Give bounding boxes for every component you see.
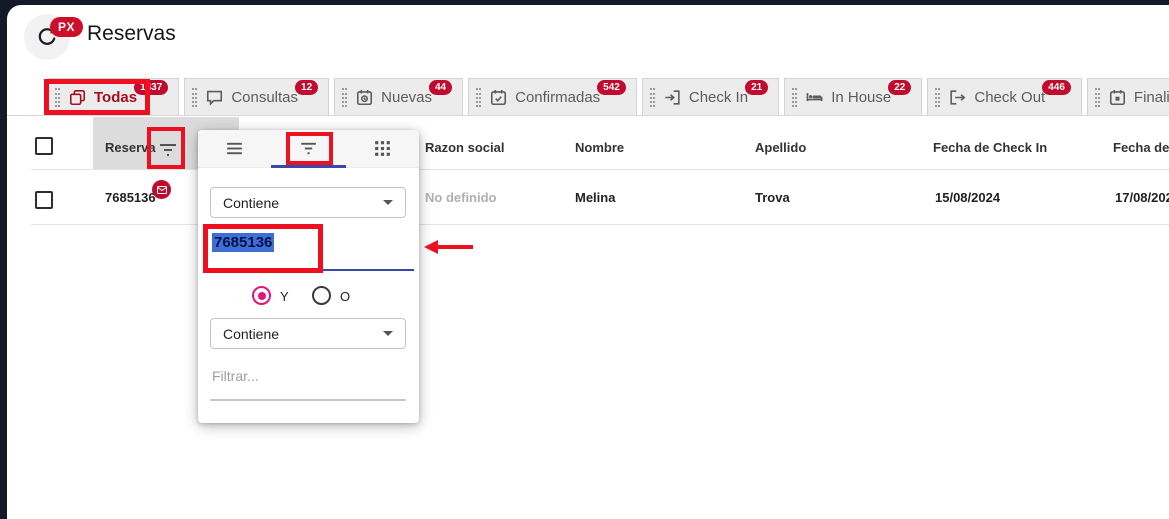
cell-razon-social: No definido <box>425 190 497 205</box>
tab-label: In House <box>831 88 892 106</box>
tab-confirmadas[interactable]: Confirmadas 542 <box>468 78 637 115</box>
page-title: Reservas <box>87 22 176 45</box>
chat-icon <box>207 90 223 106</box>
header-divider <box>31 169 1169 170</box>
and-radio[interactable] <box>252 286 271 305</box>
active-tab-underline <box>271 165 346 168</box>
menu-tab[interactable] <box>198 130 272 167</box>
login-icon <box>665 89 680 105</box>
condition-select-1-value: Contiene <box>223 194 280 211</box>
tab-nuevas[interactable]: Nuevas 44 <box>334 78 464 115</box>
tab-check-out[interactable]: Check Out 446 <box>927 78 1082 115</box>
logout-icon <box>950 89 966 105</box>
condition-select-1[interactable]: Contiene <box>210 187 406 218</box>
filter-tab[interactable] <box>272 130 346 167</box>
drag-handle-icon[interactable] <box>55 87 60 107</box>
tab-count-badge: 542 <box>597 79 626 95</box>
annotation-arrow-left-icon <box>424 240 473 254</box>
tab-label: Todas <box>94 88 138 106</box>
drag-handle-icon[interactable] <box>935 87 941 107</box>
cell-fecha-check-out: 17/08/202 <box>1115 190 1169 205</box>
and-radio-label: Y <box>280 289 289 304</box>
chevron-down-icon <box>383 200 393 205</box>
cell-apellido: Trova <box>755 190 790 205</box>
tab-label: Check In <box>688 88 749 106</box>
tab-label: Consultas <box>231 88 299 106</box>
tab-in-house[interactable]: In House 22 <box>784 78 923 115</box>
tab-consultas[interactable]: Consultas 12 <box>184 78 330 115</box>
row-checkbox[interactable] <box>35 191 53 209</box>
tab-count-badge: 1437 <box>134 79 169 95</box>
tab-label: Finalizadas <box>1133 88 1169 106</box>
drag-handle-icon[interactable] <box>1094 87 1100 107</box>
calendar-check-icon <box>491 89 507 105</box>
column-header-fecha-check-in[interactable]: Fecha de Check In <box>933 140 1048 155</box>
column-header-apellido[interactable]: Apellido <box>755 140 807 155</box>
cell-reserva: 7685136 <box>105 190 156 205</box>
grid-icon <box>374 141 390 156</box>
tab-label: Confirmadas <box>515 88 601 106</box>
input-underline <box>210 399 406 401</box>
calendar-clock-icon <box>357 89 373 105</box>
tab-finalizadas[interactable]: Finalizadas <box>1086 78 1169 115</box>
px-cursor-badge: PX <box>50 17 84 37</box>
bed-icon <box>806 92 823 101</box>
cell-nombre: Melina <box>575 190 616 205</box>
or-radio[interactable] <box>312 286 331 305</box>
calendar-done-icon <box>1109 89 1125 105</box>
filter-value-input[interactable]: 7685136 <box>212 233 402 258</box>
drag-handle-icon[interactable] <box>649 87 655 107</box>
filter-icon <box>160 144 176 156</box>
or-radio-label: O <box>340 289 351 304</box>
tab-todas[interactable]: Todas 1437 <box>47 78 180 115</box>
tab-count-badge: 22 <box>888 79 912 95</box>
email-badge[interactable] <box>152 180 171 199</box>
drag-handle-icon[interactable] <box>476 87 482 107</box>
operator-radio-group: Y O <box>198 286 419 306</box>
column-filter-button[interactable] <box>157 141 179 159</box>
column-header-fecha-check-out[interactable]: Fecha de <box>1113 140 1169 155</box>
tab-label: Check Out <box>974 88 1046 106</box>
filter-popup-tabs <box>198 130 419 168</box>
tab-count-badge: 446 <box>1042 79 1071 95</box>
envelope-icon <box>156 185 167 194</box>
all-reservations-icon <box>69 89 86 105</box>
column-header-razon-social[interactable]: Razon social <box>425 140 505 155</box>
chevron-down-icon <box>383 331 393 336</box>
filter-icon <box>301 142 316 155</box>
cell-fecha-check-in: 15/08/2024 <box>935 190 1001 205</box>
column-filter-popup: Contiene 7685136 Y O Contiene Filtrar... <box>198 130 419 423</box>
column-header-nombre[interactable]: Nombre <box>575 140 625 155</box>
drag-handle-icon[interactable] <box>792 87 798 107</box>
column-header-reserva[interactable]: Reserva <box>105 140 156 155</box>
drag-handle-icon[interactable] <box>342 87 348 107</box>
reservation-tabs: Todas 1437 Consultas 12 Nuevas 44 <box>7 78 1169 116</box>
selected-filter-text: 7685136 <box>212 233 275 252</box>
tab-count-badge: 12 <box>295 79 319 95</box>
tab-label: Nuevas <box>381 88 432 106</box>
condition-select-2[interactable]: Contiene <box>210 318 406 349</box>
tab-count-badge: 21 <box>745 79 769 95</box>
input-focus-underline <box>210 269 414 271</box>
radio-dot <box>257 291 266 300</box>
select-all-checkbox[interactable] <box>35 137 53 155</box>
condition-select-2-value: Contiene <box>223 325 280 342</box>
columns-tab[interactable] <box>345 130 419 167</box>
reservations-page: PX Reservas Todas 1437 Consultas 12 N <box>7 5 1169 519</box>
row-divider <box>31 224 1169 225</box>
drag-handle-icon[interactable] <box>192 87 198 107</box>
tab-count-badge: 44 <box>429 79 453 95</box>
hamburger-menu-icon <box>227 142 243 155</box>
filter-value-2-input[interactable]: Filtrar... <box>212 368 259 384</box>
tab-check-in[interactable]: Check In 21 <box>641 78 780 115</box>
